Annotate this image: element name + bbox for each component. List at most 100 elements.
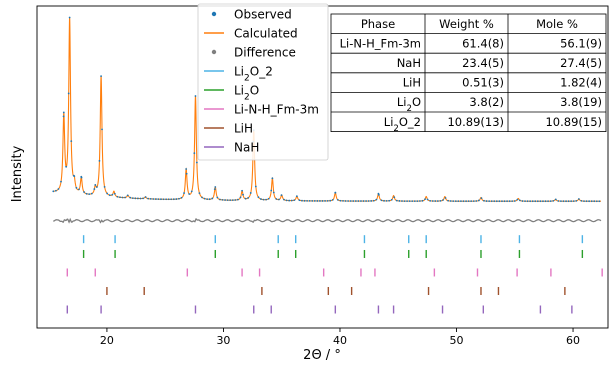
observed-point xyxy=(401,200,403,202)
legend-marker xyxy=(211,11,217,17)
observed-point xyxy=(413,200,416,203)
observed-point xyxy=(195,161,198,164)
observed-point xyxy=(511,200,514,203)
table-cell: 23.4(5) xyxy=(462,56,504,70)
difference-line xyxy=(53,217,602,224)
observed-point xyxy=(365,200,367,202)
observed-point xyxy=(198,192,201,195)
observed-point xyxy=(183,192,185,194)
observed-point xyxy=(324,200,326,202)
observed-point xyxy=(465,200,467,203)
observed-point xyxy=(83,191,85,193)
observed-point xyxy=(70,140,73,143)
observed-point xyxy=(406,200,408,203)
observed-point xyxy=(457,200,460,203)
observed-point xyxy=(521,200,524,202)
observed-point xyxy=(54,189,57,192)
observed-point xyxy=(280,194,283,197)
observed-point xyxy=(201,196,203,199)
observed-point xyxy=(208,198,211,201)
observed-point xyxy=(190,190,193,193)
observed-point xyxy=(567,200,570,203)
observed-point xyxy=(144,196,147,198)
legend-marker xyxy=(211,49,217,55)
observed-point xyxy=(313,200,316,202)
x-tick-label: 30 xyxy=(216,334,230,347)
observed-point xyxy=(470,200,473,203)
observed-point xyxy=(483,199,485,202)
observed-point xyxy=(73,175,76,177)
observed-point xyxy=(408,200,411,203)
observed-point xyxy=(385,200,388,202)
observed-point xyxy=(344,200,347,202)
observed-point xyxy=(60,180,62,183)
observed-point xyxy=(188,193,191,195)
observed-point xyxy=(485,200,488,202)
observed-point xyxy=(131,197,134,200)
observed-point xyxy=(380,199,383,202)
observed-point xyxy=(90,192,93,195)
observed-point xyxy=(193,152,196,155)
observed-point xyxy=(229,199,232,202)
observed-point xyxy=(419,200,421,202)
observed-point xyxy=(113,192,116,195)
observed-point xyxy=(519,199,521,202)
observed-point xyxy=(119,196,121,199)
observed-point xyxy=(326,199,329,202)
observed-point xyxy=(288,199,291,202)
legend-box xyxy=(197,3,329,161)
table-cell: 0.51(3) xyxy=(462,76,504,90)
observed-point xyxy=(129,196,132,199)
observed-point xyxy=(244,197,247,200)
observed-point xyxy=(449,200,452,202)
observed-point xyxy=(547,200,549,203)
x-axis-title: 2Θ / ° xyxy=(303,348,341,363)
observed-point xyxy=(249,192,252,194)
observed-point xyxy=(598,200,601,203)
observed-point xyxy=(100,75,102,78)
observed-point xyxy=(214,186,217,188)
table-cell: 3.8(2) xyxy=(469,95,504,109)
observed-point xyxy=(460,200,462,203)
table-cell: 61.4(8) xyxy=(462,36,504,50)
observed-point xyxy=(329,199,332,202)
observed-point xyxy=(349,200,352,202)
observed-point xyxy=(321,200,324,202)
observed-point xyxy=(265,198,267,201)
observed-point xyxy=(306,199,309,202)
x-tick-label: 20 xyxy=(100,334,114,347)
observed-point xyxy=(360,200,362,202)
observed-point xyxy=(237,198,239,201)
observed-point xyxy=(388,199,391,202)
observed-point xyxy=(462,200,465,203)
observed-point xyxy=(68,16,71,19)
observed-point xyxy=(549,200,552,203)
observed-point xyxy=(88,193,91,196)
table-cell: 10.89(13) xyxy=(447,115,504,129)
observed-point xyxy=(362,200,365,202)
observed-point xyxy=(357,200,360,202)
observed-point xyxy=(434,200,437,202)
observed-point xyxy=(219,198,221,201)
observed-point xyxy=(231,199,234,202)
observed-point xyxy=(562,200,565,203)
observed-point xyxy=(447,199,450,202)
observed-point xyxy=(62,111,65,114)
table-cell: Li-N-H_Fm-3m xyxy=(340,36,421,50)
observed-point xyxy=(467,200,470,203)
observed-point xyxy=(85,192,88,195)
observed-point xyxy=(311,200,314,202)
y-axis-title: Intensity xyxy=(10,145,25,202)
observed-point xyxy=(185,168,188,170)
observed-point xyxy=(93,188,96,190)
observed-point xyxy=(175,198,178,200)
observed-point xyxy=(336,198,339,201)
observed-point xyxy=(560,200,562,203)
observed-point xyxy=(513,200,516,202)
observed-point xyxy=(67,92,70,95)
observed-point xyxy=(101,128,103,131)
table-cell: 27.4(5) xyxy=(560,56,602,70)
table-header-cell: Weight % xyxy=(439,17,494,31)
difference-series xyxy=(53,217,602,224)
